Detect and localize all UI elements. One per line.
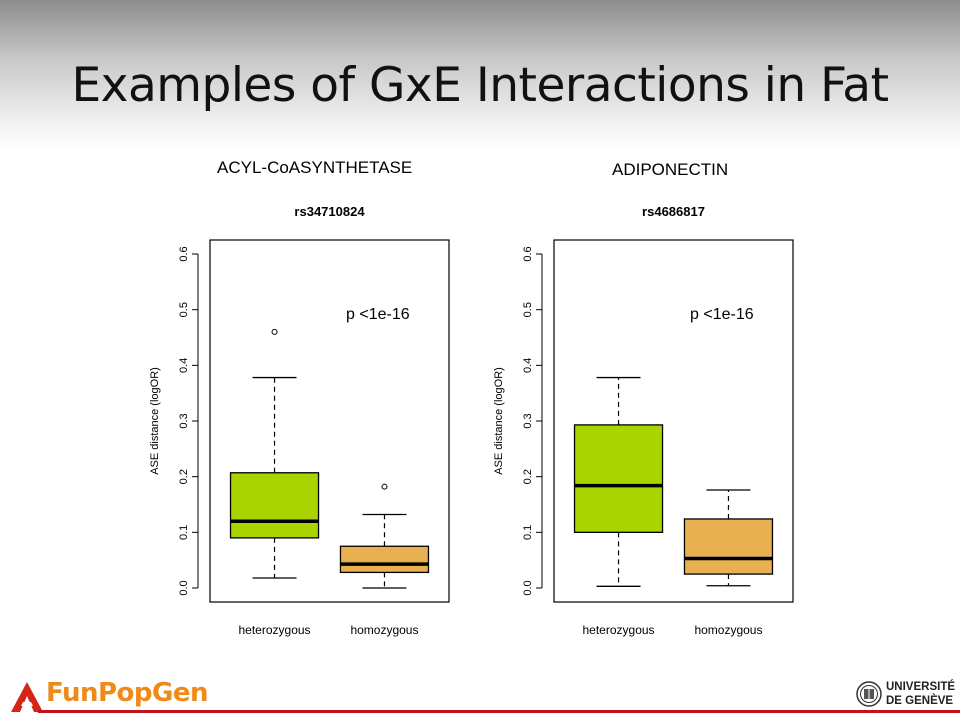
gene-title-left: ACYL-CoASYNTHETASE — [217, 158, 413, 177]
university-logo: UNIVERSITÉ DE GENÈVE — [856, 679, 956, 711]
outlier-point — [381, 483, 388, 490]
chart-title: rs4686817 — [642, 204, 705, 219]
university-name: UNIVERSITÉ DE GENÈVE — [886, 680, 955, 708]
y-tick-label: 0.4 — [178, 358, 190, 373]
y-tick-label: 0.5 — [178, 302, 190, 317]
y-axis-label: ASE distance (logOR) — [493, 367, 505, 475]
box-homozygous — [339, 545, 430, 574]
university-name-line1: UNIVERSITÉ — [886, 681, 956, 693]
y-tick-label: 0.0 — [522, 580, 534, 595]
y-tick-label: 0.6 — [178, 246, 190, 261]
y-axis-label: ASE distance (logOR) — [149, 367, 161, 475]
box-homozygous — [683, 518, 774, 575]
x-category-label: heterozygous — [583, 623, 655, 637]
y-tick-label: 0.1 — [522, 525, 534, 540]
y-tick-label: 0.1 — [178, 525, 190, 540]
y-tick-label: 0.2 — [522, 469, 534, 484]
plot-frame — [553, 239, 794, 603]
p-value-annotation: p <1e-16 — [690, 306, 754, 323]
y-tick-label: 0.4 — [522, 358, 534, 373]
university-name-line2: DE GENÈVE — [886, 695, 954, 707]
x-category-label: homozygous — [350, 623, 418, 637]
y-tick-label: 0.3 — [178, 413, 190, 428]
p-value-annotation: p <1e-16 — [346, 306, 410, 323]
y-tick-label: 0.2 — [178, 469, 190, 484]
university-seal-icon — [856, 681, 882, 707]
funpopgen-logo: FunPopGen — [10, 676, 210, 716]
box-heterozygous — [573, 424, 664, 533]
y-tick-label: 0.6 — [522, 246, 534, 261]
plot-frame — [209, 239, 450, 603]
y-tick-label: 0.0 — [178, 580, 190, 595]
footer-divider — [38, 710, 960, 713]
title-background-gradient — [0, 0, 960, 150]
funpopgen-a-icon — [11, 682, 43, 712]
box-heterozygous — [229, 472, 320, 539]
slide-title: Examples of GxE Interactions in Fat — [71, 58, 889, 113]
chart-title: rs34710824 — [294, 204, 365, 219]
x-category-label: heterozygous — [239, 623, 311, 637]
boxplot-rs34710824: rs34710824 0.0 0.1 0.2 0.3 0.4 0.5 0.6 ASE dista… — [149, 204, 450, 637]
gene-title-right: ADIPONECTIN — [612, 160, 729, 179]
y-tick-label: 0.5 — [522, 302, 534, 317]
y-tick-label: 0.3 — [522, 413, 534, 428]
brand-name: FunPopGen — [46, 678, 209, 708]
boxplot-rs4686817: rs4686817 0.0 0.1 0.2 0.3 0.4 0.5 0.6 ASE distan… — [493, 204, 794, 637]
x-category-label: homozygous — [694, 623, 762, 637]
outlier-point — [271, 328, 278, 335]
